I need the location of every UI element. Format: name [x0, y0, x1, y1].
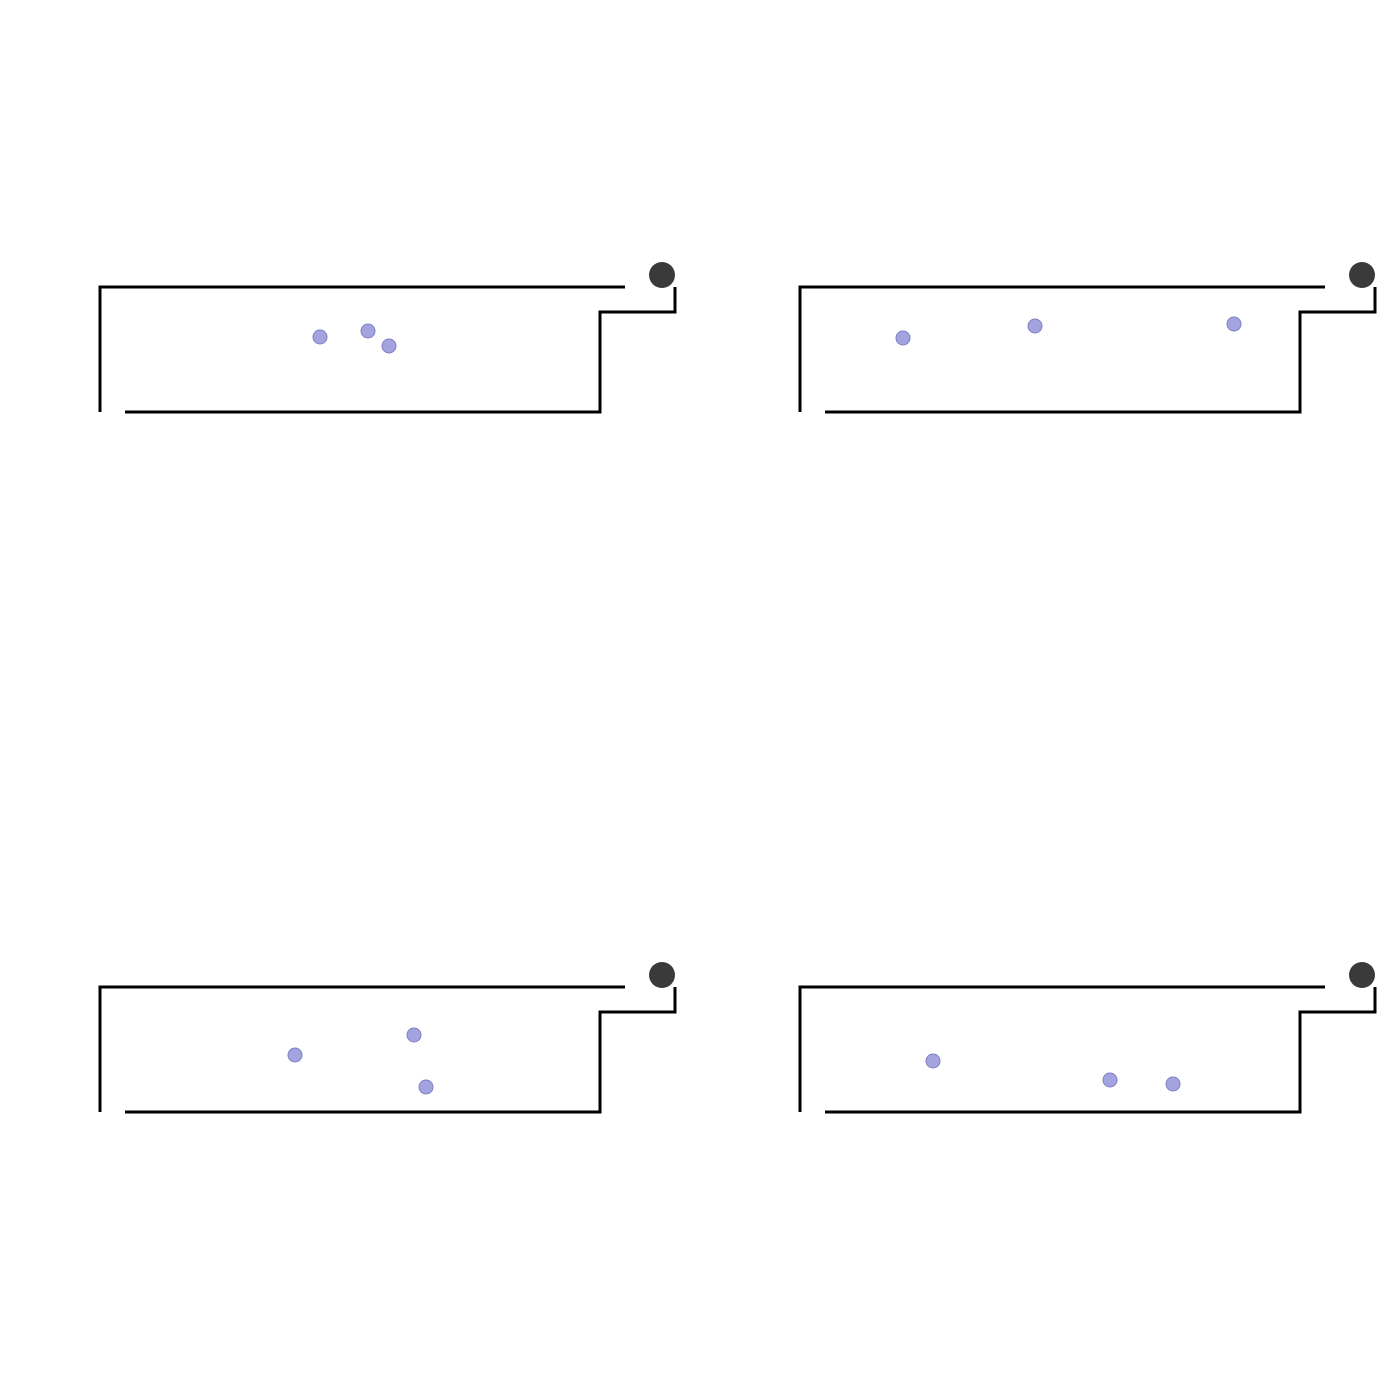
particle-dot [406, 1027, 422, 1043]
particle-dot [895, 330, 911, 346]
panel-bottom-right [798, 962, 1377, 1114]
agent-ball [1349, 262, 1375, 288]
maze-inner-wall [125, 287, 677, 414]
particle-dot [925, 1053, 941, 1069]
agent-ball [1349, 962, 1375, 988]
panel-top-right [798, 262, 1377, 414]
maze-outer-wall [798, 985, 1325, 1112]
particle-dot [1226, 316, 1242, 332]
maze-inner-wall [825, 987, 1377, 1114]
particle-dot [1027, 318, 1043, 334]
particle-dot [381, 338, 397, 354]
maze-panels [98, 262, 1377, 1114]
agent-ball [649, 262, 675, 288]
panel-bottom-left [98, 962, 677, 1114]
maze-inner-wall [825, 287, 1377, 414]
maze-outer-wall [98, 985, 625, 1112]
particle-dot [1165, 1076, 1181, 1092]
particle-dot [312, 329, 328, 345]
agent-ball [649, 962, 675, 988]
particle-dot [287, 1047, 303, 1063]
particle-dot [1102, 1072, 1118, 1088]
particle-dot [418, 1079, 434, 1095]
maze-outer-wall [98, 285, 625, 412]
maze-outer-wall [798, 285, 1325, 412]
maze-inner-wall [125, 987, 677, 1114]
panel-top-left [98, 262, 677, 414]
particle-dot [360, 323, 376, 339]
